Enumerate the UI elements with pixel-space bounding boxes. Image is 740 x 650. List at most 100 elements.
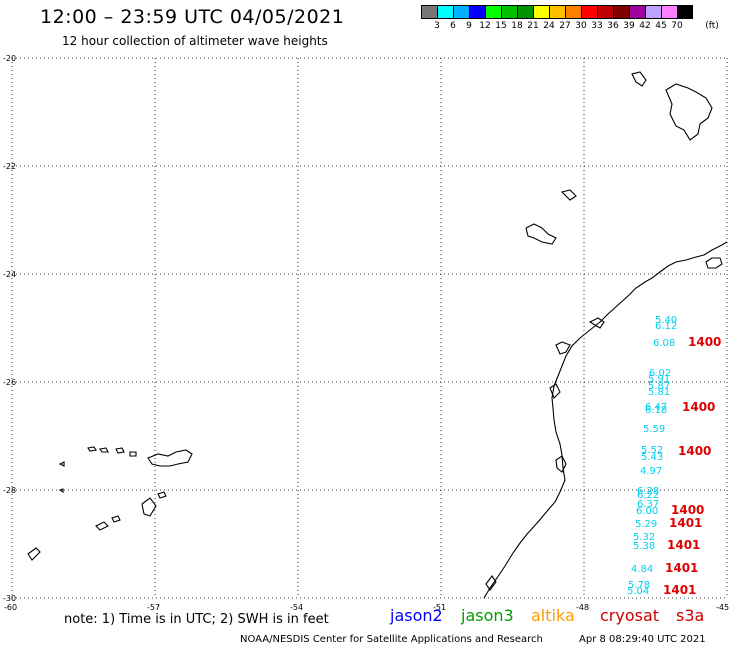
lat-label: -26 xyxy=(3,378,16,387)
wave-height-value: 5.78 xyxy=(628,580,650,591)
island-outline xyxy=(95,521,109,531)
lake-outline xyxy=(665,83,713,141)
lagoon-outline xyxy=(485,575,497,591)
island-outline xyxy=(27,547,41,561)
lon-label: -45 xyxy=(716,603,729,612)
map-subtitle: 12 hour collection of altimeter wave hei… xyxy=(62,34,328,48)
legend-swatch xyxy=(485,5,501,19)
lagoon-outline xyxy=(549,383,561,399)
legend-swatch xyxy=(629,5,645,19)
satellite-altika: altika xyxy=(531,606,575,625)
satellite-jason2: jason2 xyxy=(390,606,443,625)
estuary-outline xyxy=(588,317,605,329)
island-outline xyxy=(147,449,193,467)
legend-label: 27 xyxy=(559,21,571,31)
legend-swatch xyxy=(453,5,469,19)
legend-label: 39 xyxy=(623,21,635,31)
legend-swatch xyxy=(533,5,549,19)
wave-height-value: 5.04 xyxy=(627,586,649,597)
map-title: 12:00 – 23:59 UTC 04/05/2021 xyxy=(40,6,345,28)
legend-swatch xyxy=(597,5,613,19)
legend-swatches xyxy=(421,5,693,19)
map-grid xyxy=(11,57,728,599)
wave-height-value: 6.02 xyxy=(649,368,671,379)
satellite-jason3: jason3 xyxy=(461,606,514,625)
legend-label: 42 xyxy=(639,21,651,31)
wave-height-value: 6.22 xyxy=(637,490,659,501)
legend-swatch xyxy=(421,5,437,19)
legend-label: 9 xyxy=(466,21,472,31)
credit-line: NOAA/NESDIS Center for Satellite Applica… xyxy=(240,634,543,645)
island-outline xyxy=(99,447,109,453)
legend-swatch xyxy=(581,5,597,19)
legend-label: 36 xyxy=(607,21,619,31)
island-outline xyxy=(58,461,65,467)
legend-swatch xyxy=(645,5,661,19)
legend-label: 70 xyxy=(671,21,683,31)
lake-outline xyxy=(560,189,577,201)
time-label: 1400 xyxy=(678,444,711,458)
time-label: 1401 xyxy=(663,583,696,597)
time-label: 1400 xyxy=(682,400,715,414)
wave-height-color-legend: (ft) 3 6 9 12 15 18 21 24 27 30 33 36 39 42 45 70 xyxy=(421,5,719,31)
legend-swatch xyxy=(501,5,517,19)
lat-label: -28 xyxy=(3,486,16,495)
island-outline xyxy=(58,488,64,494)
island-outline xyxy=(115,447,125,454)
time-label: 1400 xyxy=(671,503,704,517)
lat-label: -22 xyxy=(3,162,16,171)
wave-height-value: 5.29 xyxy=(635,519,657,530)
wave-height-value: 5.52 xyxy=(641,445,663,456)
wave-height-value: 5.32 xyxy=(633,532,655,543)
satellite-s3a: s3a xyxy=(676,606,705,625)
lake-outline xyxy=(525,223,557,245)
lon-label: -60 xyxy=(4,603,17,612)
wave-height-value: 6.47 xyxy=(645,402,667,413)
lon-label: -54 xyxy=(290,603,303,612)
legend-swatch xyxy=(677,5,693,19)
lake-outline xyxy=(631,71,647,87)
observation-times: 1400 1400 1400 1400 1401 1401 1401 1401 xyxy=(663,335,721,597)
island-outline xyxy=(111,515,121,523)
legend-label: 18 xyxy=(511,21,523,31)
island-outline xyxy=(87,446,97,452)
time-label: 1401 xyxy=(669,516,702,530)
legend-swatch xyxy=(549,5,565,19)
lon-label: -48 xyxy=(576,603,589,612)
legend-swatch xyxy=(565,5,581,19)
legend-swatch xyxy=(469,5,485,19)
wave-height-value: 5.43 xyxy=(641,452,663,463)
lat-label: -24 xyxy=(3,270,16,279)
time-label: 1400 xyxy=(688,335,721,349)
satellite-cryosat: cryosat xyxy=(600,606,660,625)
legend-swatch xyxy=(613,5,629,19)
coastline xyxy=(27,71,728,599)
wave-height-value: 6.28 xyxy=(637,486,659,497)
wave-height-value: 6.18 xyxy=(645,405,667,416)
legend-swatch xyxy=(437,5,453,19)
latitude-labels: -20 -22 -24 -26 -28 -30 xyxy=(3,54,16,603)
wave-height-value: 5.81 xyxy=(648,387,670,398)
estuary-outline xyxy=(555,341,571,355)
wave-height-value: 5.38 xyxy=(633,541,655,552)
footnote: note: 1) Time is in UTC; 2) SWH is in fe… xyxy=(64,612,329,627)
wave-height-value: 6.08 xyxy=(653,338,675,349)
wave-height-value: 4.84 xyxy=(631,564,653,575)
time-label: 1401 xyxy=(665,561,698,575)
island-outline xyxy=(141,497,157,517)
wave-height-value: 6.37 xyxy=(637,499,659,510)
legend-label: 45 xyxy=(655,21,667,31)
lagoon-outline xyxy=(555,455,567,473)
wave-height-value: 5.40 xyxy=(655,315,677,326)
wave-height-value: 5.59 xyxy=(643,424,665,435)
wave-height-value: 4.97 xyxy=(640,466,662,477)
wave-height-value: 5.87 xyxy=(648,381,670,392)
longitude-labels: -60 -57 -54 -51 -48 -45 xyxy=(4,603,729,612)
legend-swatch xyxy=(661,5,677,19)
generation-date: Apr 8 08:29:40 UTC 2021 xyxy=(579,634,706,645)
wave-height-value: 5.91 xyxy=(648,374,670,385)
legend-label: 33 xyxy=(591,21,603,31)
legend-label: 12 xyxy=(479,21,491,31)
legend-label: 24 xyxy=(543,21,555,31)
